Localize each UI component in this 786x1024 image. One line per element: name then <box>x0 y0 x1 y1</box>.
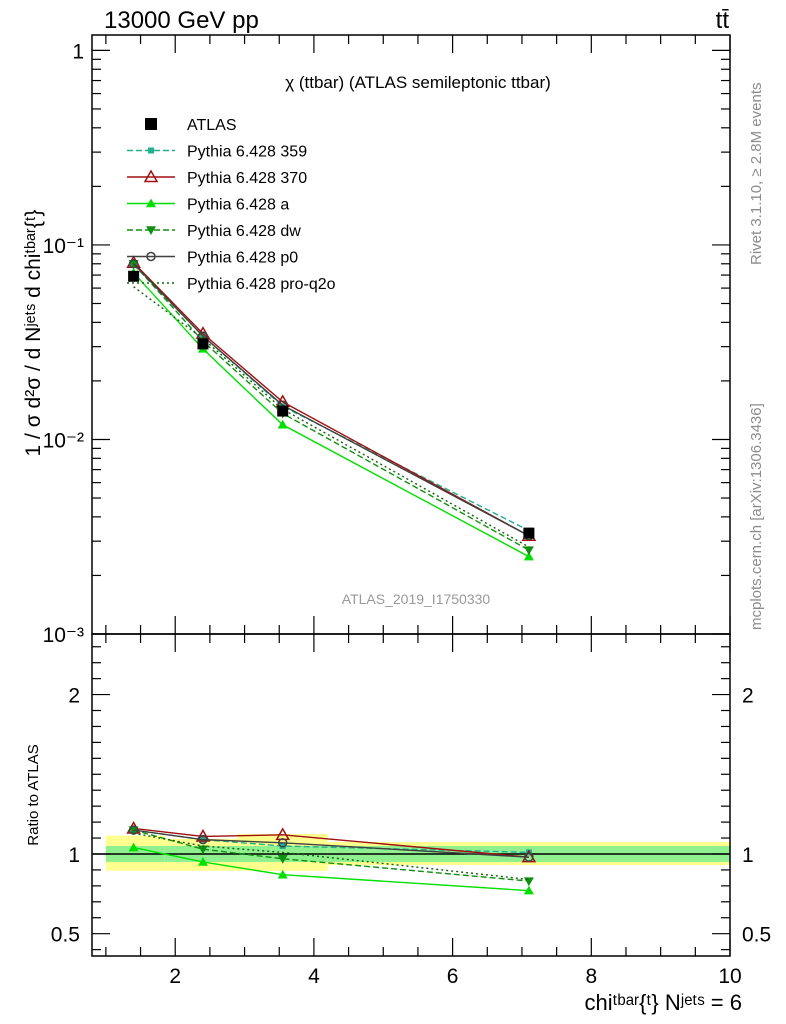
legend-label: Pythia 6.428 a <box>187 197 289 214</box>
x-tick-label: 4 <box>308 965 320 988</box>
legend-marker <box>146 198 156 208</box>
main-title: χ (ttbar) (ATLAS semileptonic ttbar) <box>285 73 551 92</box>
ratio-y-tick-label-right: 0.5 <box>742 924 771 947</box>
ratio-series-point <box>128 825 139 835</box>
atlas-data-point <box>128 270 140 282</box>
ratio-y-tick-label-right: 2 <box>742 685 754 708</box>
ratio-series-point <box>277 855 288 864</box>
ratio-series-point <box>197 856 208 866</box>
main-y-tick-label: 10⁻³ <box>43 624 84 647</box>
main-series-line <box>133 262 530 537</box>
ratio-series-point <box>279 843 286 850</box>
main-series-point <box>523 551 534 561</box>
ratio-x-ticks: 2 4 6 8 10 <box>105 634 742 988</box>
process-label: tt̄ <box>716 7 730 34</box>
main-series-line <box>133 263 530 537</box>
x-tick-label: 2 <box>169 965 181 988</box>
ratio-series-point <box>524 852 534 862</box>
rivet-label: Rivet 3.1.10, ≥ 2.8M events <box>748 83 765 266</box>
main-series-line <box>133 263 530 551</box>
ratio-series-line <box>133 827 529 858</box>
ratio-series-point <box>195 828 211 842</box>
atlas-data-point <box>523 527 535 539</box>
x-tick-label: 10 <box>718 965 741 988</box>
ratio-series-group <box>126 820 537 895</box>
main-y-tick-label: 1 <box>72 40 84 63</box>
legend-label: Pythia 6.428 dw <box>187 223 301 240</box>
ratio-y-ticks: 0.5 0.5 1 1 2 2 <box>51 646 771 951</box>
main-series-point <box>128 259 139 269</box>
ratio-series-point <box>523 885 534 895</box>
legend: ATLAS Pythia 6.428 359 Pythia 6.428 370 Pyt… <box>127 117 336 293</box>
legend-label: Pythia 6.428 359 <box>187 144 307 161</box>
ratio-y-tick-label: 0.5 <box>51 924 80 947</box>
legend-marker <box>146 251 156 262</box>
x-tick-label: 8 <box>585 965 597 988</box>
legend-label: Pythia 6.428 370 <box>187 170 307 187</box>
legend-label: Pythia 6.428 pro-q2o <box>187 276 336 293</box>
energy-label: 13000 GeV pp <box>104 7 259 34</box>
x-tick-label: 6 <box>447 965 459 988</box>
ratio-series-point <box>197 845 208 855</box>
ratio-y-label: Ratio to ATLAS <box>25 744 42 845</box>
legend-marker <box>145 118 157 130</box>
ratio-series-point <box>198 834 208 845</box>
main-y-tick-label: 10⁻² <box>43 429 84 452</box>
main-series-point <box>277 419 288 429</box>
legend-marker <box>143 169 159 183</box>
atlas-data-point <box>197 338 209 350</box>
ratio-series-point <box>277 838 288 848</box>
main-y-ticks: 10⁻³ 10⁻² 10⁻¹ 1 <box>43 40 730 647</box>
main-y-tick-label: 10⁻¹ <box>43 235 84 258</box>
ratio-series-point <box>128 842 139 852</box>
mcplots-label: mcplots.cern.ch [arXiv:1306.3436] <box>748 403 765 630</box>
ratio-panel: 0.5 0.5 1 1 2 2 2 4 6 8 10 <box>51 633 771 988</box>
legend-marker <box>146 226 156 235</box>
ratio-series-line <box>133 846 529 892</box>
ratio-series-line <box>133 829 529 854</box>
ratio-frame <box>91 633 731 957</box>
main-panel: 10⁻³ 10⁻² 10⁻¹ 1 χ (ttbar) (ATLAS semilepto… <box>43 34 731 647</box>
ratio-y-tick-label-right: 1 <box>742 844 754 867</box>
legend-marker <box>148 147 154 154</box>
main-series-point <box>523 546 534 556</box>
legend-label: ATLAS <box>187 117 237 134</box>
main-x-ticks <box>105 35 731 634</box>
ratio-series-line <box>133 832 529 881</box>
ratio-series-point <box>277 869 288 879</box>
ratio-y-tick-label: 2 <box>68 685 80 708</box>
ratio-series-point <box>523 877 534 887</box>
ratio-y-tick-label: 1 <box>68 844 80 867</box>
x-axis-label: chiᵗᵇᵃʳ{ᵗ} Nʲᵉᵗˢ = 6 <box>584 990 742 1015</box>
ratio-series-line <box>133 829 529 858</box>
main-series-line <box>133 272 530 558</box>
main-series-group <box>126 255 537 561</box>
ratio-series-line <box>133 829 529 882</box>
main-series-line <box>133 264 530 532</box>
atlas-data-point <box>277 405 289 417</box>
legend-label: Pythia 6.428 p0 <box>187 250 298 267</box>
watermark: ATLAS_2019_I1750330 <box>342 591 491 607</box>
ratio-bands <box>105 834 730 871</box>
main-y-label: 1 / σ d²σ / d Nʲᵉᵗˢ d chiᵗᵇᵃʳ{ᵗ} <box>22 210 45 457</box>
